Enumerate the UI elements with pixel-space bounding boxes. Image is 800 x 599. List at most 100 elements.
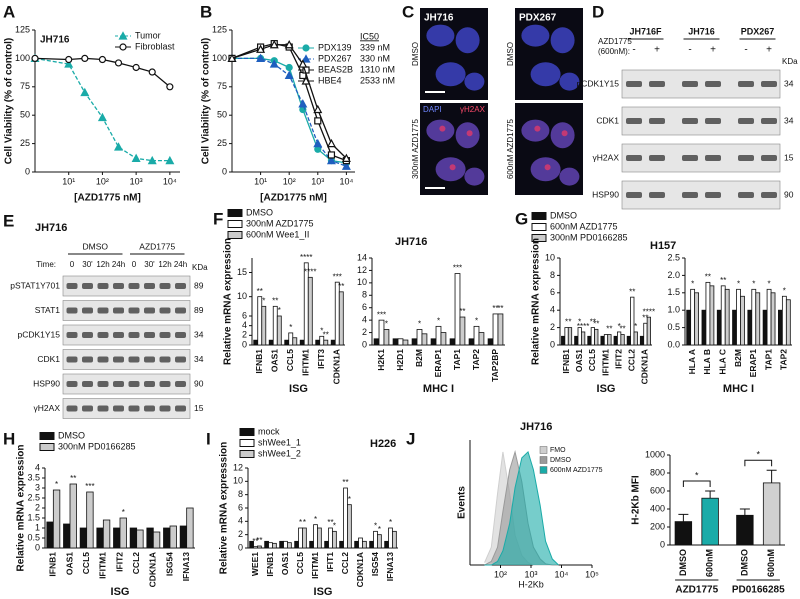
- y-tick-label: 10: [357, 277, 367, 287]
- significance: *: [783, 286, 786, 295]
- x-tick-label: CCL2: [340, 552, 350, 574]
- blot-band: [175, 307, 186, 314]
- y-tick-label: 2.5: [27, 492, 40, 502]
- significance: **: [593, 319, 599, 328]
- significance: ***: [85, 482, 94, 491]
- y-tick-label: 15: [237, 267, 247, 277]
- x-tick-label: IFNA13: [181, 552, 191, 582]
- chart-title: H157: [650, 240, 676, 252]
- y-tick-label: 0: [222, 166, 227, 176]
- blot-band: [97, 283, 109, 289]
- bar: [603, 334, 609, 346]
- significance: **: [323, 330, 329, 339]
- y-axis-label: Relative mRNA expression: [223, 238, 234, 365]
- x-tick-label: B2M: [414, 349, 424, 367]
- blot-band: [175, 283, 186, 289]
- bar: [397, 338, 404, 346]
- cell-line-label: PDX267: [741, 26, 775, 36]
- y-tick-label: 50: [217, 110, 227, 120]
- legend-label: Tumor: [135, 30, 161, 40]
- significance: **: [256, 536, 262, 545]
- point: [132, 63, 140, 72]
- legend-title: IC50: [360, 31, 379, 41]
- x-tick-label: CDKN1A: [355, 552, 365, 587]
- legend-label: DMSO: [246, 207, 273, 217]
- blot-band: [159, 381, 171, 387]
- y-tick-label: 8: [550, 270, 555, 280]
- significance: *: [768, 279, 771, 288]
- row-label: CDK1: [596, 115, 619, 125]
- treatment-sign: -: [688, 45, 691, 56]
- significance: *: [314, 515, 317, 524]
- kda-label: 34: [194, 329, 204, 339]
- series-line: [231, 44, 347, 159]
- bar: [736, 514, 754, 546]
- significance: **: [70, 474, 76, 483]
- significance: **: [619, 325, 625, 334]
- blot-band: [761, 118, 777, 124]
- panel-letter: D: [592, 2, 604, 21]
- blot-band: [738, 155, 754, 161]
- x-tick-label: IFNB1: [561, 349, 571, 374]
- legend-swatch: [39, 432, 55, 440]
- y-tick-label: 0.0: [667, 339, 680, 349]
- bar: [594, 328, 599, 346]
- blot-band: [626, 155, 642, 161]
- y-axis-label: Relative mRNA expression: [531, 238, 542, 365]
- y-tick-label: 3.5: [27, 472, 40, 482]
- bar: [268, 542, 273, 549]
- significance: *: [303, 518, 306, 527]
- blot-band: [159, 356, 171, 363]
- bar: [315, 339, 321, 346]
- bar: [146, 527, 154, 549]
- legend-label: 300nM PD0166285: [550, 232, 628, 242]
- bar: [720, 285, 726, 346]
- bracket: [682, 480, 711, 487]
- group-label: DMSO: [83, 241, 109, 251]
- significance: *: [348, 495, 351, 504]
- point: [341, 161, 351, 170]
- bar: [358, 537, 363, 549]
- blot-band: [682, 155, 698, 161]
- blot-band: [128, 283, 140, 289]
- blot-band: [175, 381, 186, 387]
- legend-label: mock: [258, 426, 280, 436]
- point: [64, 59, 74, 68]
- row-label: γH2AX: [34, 403, 61, 413]
- x-tick-label: 10²: [96, 176, 109, 186]
- x-tick-label: IFITM1: [310, 552, 320, 579]
- chart-title: H226: [370, 438, 396, 450]
- significance: *: [289, 323, 292, 332]
- blot-band: [97, 332, 109, 338]
- blot-strip: [621, 69, 781, 99]
- nucleus: [464, 72, 485, 91]
- point: [147, 155, 157, 165]
- point: [314, 117, 322, 125]
- bar: [317, 527, 322, 549]
- bar: [354, 540, 359, 549]
- bar: [339, 540, 344, 549]
- significance: **: [459, 307, 465, 316]
- row-label: pCDK1Y15: [576, 78, 619, 88]
- x-tick-label: HLA C: [717, 349, 727, 375]
- bar: [709, 285, 715, 346]
- nucleus: [550, 27, 575, 54]
- bar: [732, 309, 737, 346]
- blot-band: [82, 405, 93, 412]
- x-tick-label: IFITM1: [600, 349, 610, 376]
- y-tick-label: 0.5: [667, 322, 680, 332]
- y-tick-label: 12: [233, 462, 243, 472]
- y-tick-label: 1.5: [27, 512, 40, 522]
- blot-band: [682, 118, 698, 124]
- bar: [253, 339, 259, 346]
- significance: **: [497, 304, 503, 313]
- x-tick-label: 10⁵: [585, 569, 599, 579]
- blot-strip: [621, 106, 781, 136]
- panel-letter: B: [200, 2, 212, 21]
- blot-band: [82, 356, 93, 363]
- x-tick-label: 10³: [311, 176, 324, 186]
- y-tick-label: 600: [650, 485, 665, 495]
- blot-band: [705, 192, 721, 198]
- treatment-label: AZD1775: [598, 37, 632, 46]
